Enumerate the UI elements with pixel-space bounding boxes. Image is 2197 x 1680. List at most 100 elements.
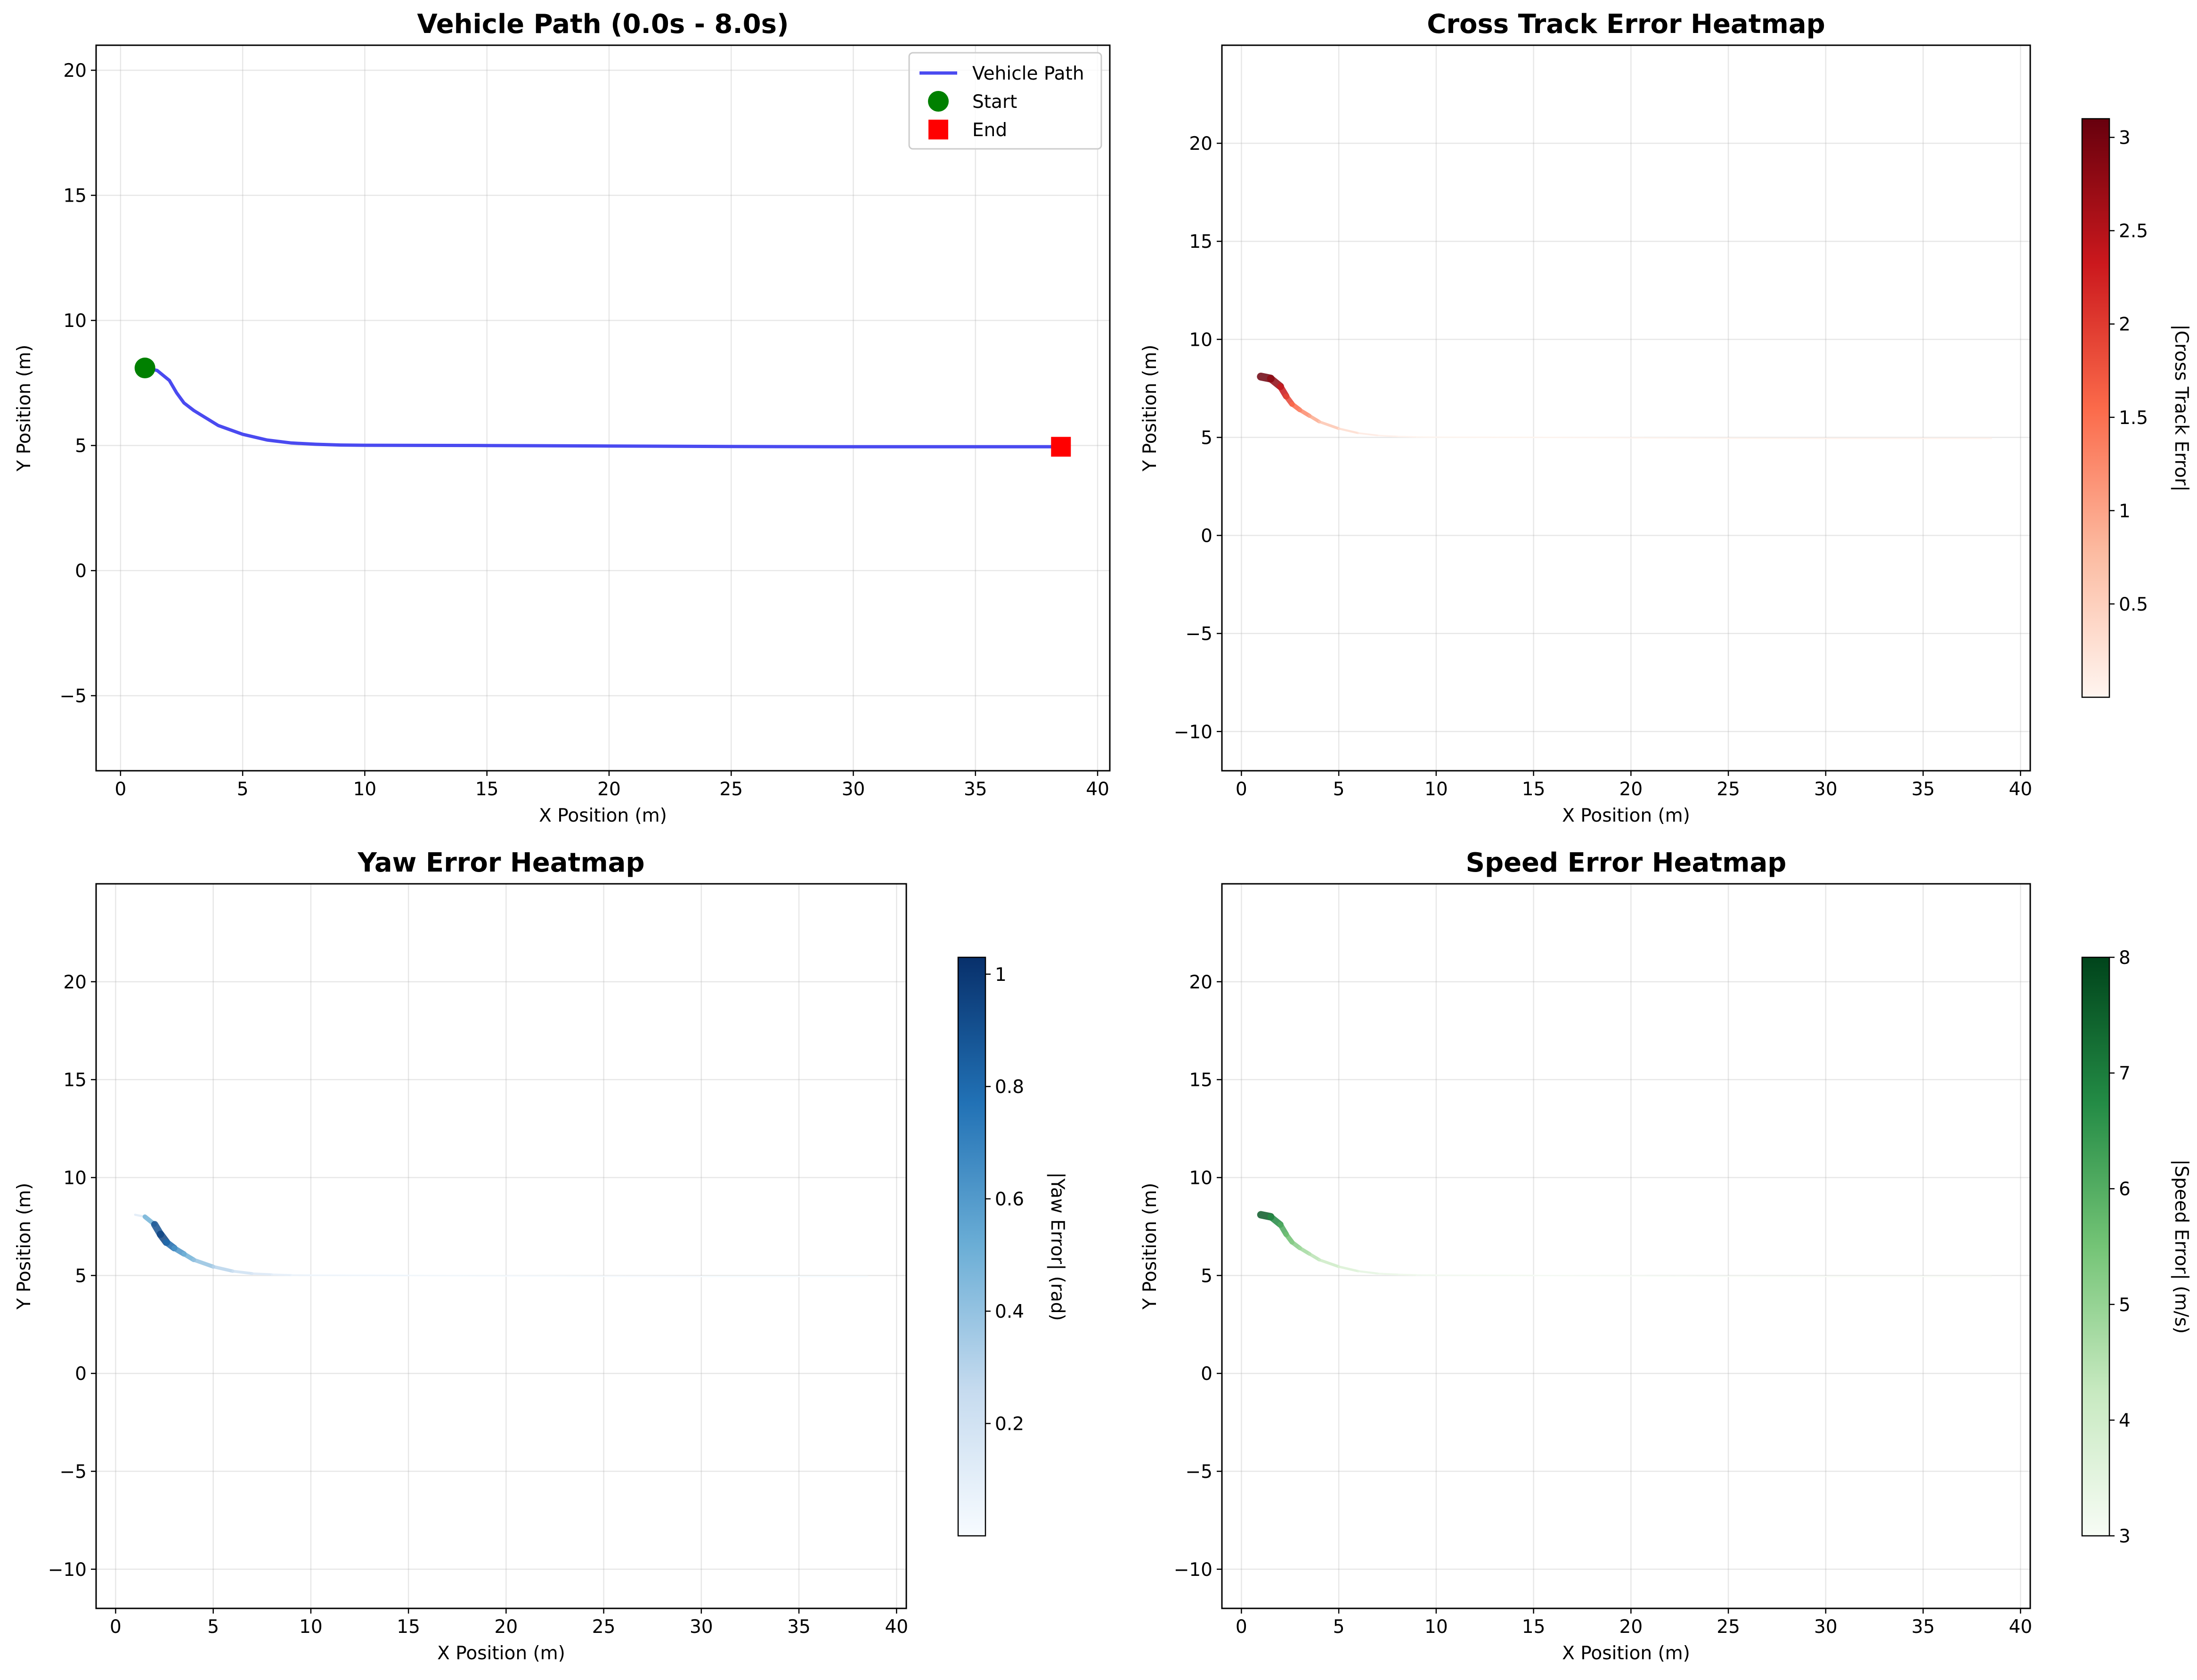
legend: Vehicle Path Start End [908, 52, 1102, 150]
colorbar-bar [2081, 956, 2110, 1537]
legend-end-marker [928, 120, 948, 139]
axes-frame [95, 883, 907, 1609]
y-ticks: −10 −5 0 5 10 15 20 [1174, 133, 1222, 743]
axes-frame [1221, 44, 2031, 772]
colorbar-bar [2081, 118, 2110, 698]
x-tick-label: 10 [299, 1616, 323, 1638]
y-tick-label: 20 [63, 60, 87, 82]
legend-entry-vehicle-path: Vehicle Path [972, 63, 1084, 84]
heatmap-path-segment [1308, 1252, 1321, 1262]
colorbar-tick-label: 0.6 [995, 1189, 1024, 1210]
x-tick-label: 30 [842, 779, 865, 800]
colorbar-label: |Cross Track Error| [2171, 324, 2192, 491]
heatmap-path-segment [1377, 434, 1398, 438]
x-tick-label: 15 [397, 1616, 420, 1638]
heatmap-path-segment [251, 1272, 273, 1276]
y-tick-label: 15 [1189, 231, 1212, 253]
chart-title: Yaw Error Heatmap [357, 848, 644, 878]
x-tick-label: 35 [1912, 779, 1935, 800]
heatmap-path-segment [1318, 420, 1340, 430]
colorbar-tick-label: 4 [2119, 1410, 2131, 1431]
x-tick-label: 20 [1619, 779, 1643, 800]
colorbar-tick-label: 1.5 [2119, 408, 2148, 429]
heatmap-path-segment [1337, 427, 1359, 434]
y-tick-label: 15 [1189, 1070, 1212, 1091]
legend-box [908, 52, 1102, 150]
y-tick-label: 20 [1189, 972, 1212, 993]
x-tick-label: 40 [2009, 779, 2033, 800]
y-tick-label: 20 [1189, 133, 1212, 155]
x-ticks: 0 5 10 15 20 25 30 35 40 [1236, 771, 2032, 800]
x-tick-label: 0 [1236, 1616, 1247, 1638]
colorbar-tick-label: 1 [995, 964, 1007, 986]
heatmap-path-segment [270, 1273, 293, 1276]
grid [1222, 45, 2030, 771]
y-tick-label: 5 [75, 436, 87, 457]
x-tick-label: 35 [1912, 1616, 1935, 1638]
panel-cross-track-error: 0 5 10 15 20 25 30 35 40 −10 −5 0 5 10 15 20 Cross Tra… [1139, 9, 2192, 826]
heatmap-path-segment [1318, 1258, 1341, 1268]
x-tick-label: 15 [1522, 779, 1546, 800]
y-ticks: −10 −5 0 5 10 15 20 [1174, 972, 1222, 1581]
axes-frame [95, 44, 1111, 772]
x-tick-label: 5 [1333, 1616, 1345, 1638]
grid [96, 45, 1110, 771]
y-tick-label: 5 [75, 1265, 87, 1287]
colorbar-tick-label: 2.5 [2119, 221, 2148, 242]
plot-area [134, 1214, 868, 1278]
colorbar-label: |Speed Error| (m/s) [2171, 1159, 2192, 1334]
heatmap-path-segment [1357, 432, 1379, 437]
x-tick-label: 15 [475, 779, 499, 800]
y-tick-label: 10 [63, 1168, 87, 1189]
y-tick-label: 0 [75, 1363, 87, 1385]
heatmap-path-segment [1376, 1272, 1399, 1276]
y-tick-label: 0 [1201, 526, 1212, 547]
y-ticks: −10 −5 0 5 10 15 20 [48, 972, 96, 1581]
colorbar: 0.2 0.4 0.6 0.8 1 [957, 956, 1024, 1537]
colorbar-tick-label: 6 [2119, 1179, 2131, 1200]
heatmap-path-segment [1308, 414, 1321, 424]
y-axis-label: Y Position (m) [14, 1183, 35, 1310]
chart-title: Vehicle Path (0.0s - 8.0s) [417, 9, 789, 40]
x-tick-label: 40 [1086, 779, 1109, 800]
start-marker [134, 358, 155, 379]
colorbar-tick-label: 0.2 [995, 1414, 1024, 1435]
x-axis-label: X Position (m) [1562, 805, 1690, 826]
colorbar-tick-label: 0.8 [995, 1077, 1024, 1098]
x-tick-label: 0 [114, 779, 126, 800]
y-tick-label: 0 [1201, 1363, 1212, 1385]
y-tick-label: 5 [1201, 1265, 1212, 1287]
y-tick-label: −10 [1174, 722, 1212, 743]
y-tick-label: 15 [63, 1070, 87, 1091]
x-tick-label: 35 [787, 1616, 811, 1638]
legend-entry-end: End [972, 120, 1007, 141]
x-tick-label: 30 [1814, 779, 1838, 800]
x-tick-label: 25 [719, 779, 743, 800]
legend-entry-start: Start [972, 91, 1017, 113]
y-axis-label: Y Position (m) [1139, 1183, 1161, 1310]
axes-frame [1221, 883, 2031, 1609]
colorbar-tick-label: 8 [2119, 947, 2131, 969]
y-tick-label: −5 [60, 686, 87, 707]
y-tick-label: 15 [63, 186, 87, 207]
x-tick-label: 25 [1717, 1616, 1740, 1638]
heatmap-path-segment [231, 1270, 254, 1275]
plot-area [1257, 373, 1992, 440]
x-tick-label: 25 [1717, 779, 1740, 800]
x-tick-label: 40 [2009, 1616, 2033, 1638]
y-axis-label: Y Position (m) [14, 345, 35, 472]
x-tick-label: 10 [353, 779, 377, 800]
colorbar-label: |Yaw Error| (rad) [1047, 1172, 1068, 1321]
colorbar-bar [957, 956, 986, 1537]
colorbar-tick-label: 0.5 [2119, 594, 2148, 615]
grid [96, 884, 906, 1608]
end-marker [1051, 437, 1071, 457]
heatmap-path-segment [407, 1274, 507, 1277]
y-ticks: −5 0 5 10 15 20 [60, 60, 96, 707]
x-tick-label: 10 [1424, 1616, 1448, 1638]
x-tick-label: 30 [690, 1616, 713, 1638]
y-tick-label: 10 [1189, 1168, 1212, 1189]
